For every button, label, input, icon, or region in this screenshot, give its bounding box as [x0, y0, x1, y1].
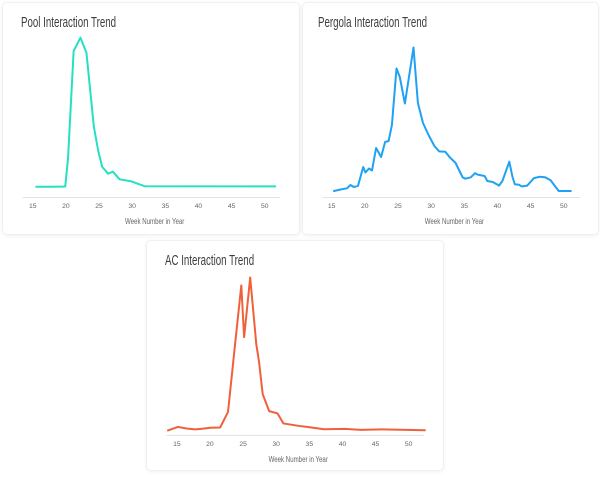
svg-text:45: 45	[372, 441, 380, 448]
svg-text:20: 20	[62, 203, 70, 210]
svg-text:50: 50	[405, 441, 413, 448]
svg-text:Week Number in Year: Week Number in Year	[424, 217, 483, 226]
svg-text:Week Number in Year: Week Number in Year	[125, 217, 184, 226]
svg-text:25: 25	[95, 203, 103, 210]
svg-text:15: 15	[29, 203, 37, 210]
svg-text:50: 50	[560, 203, 568, 210]
svg-text:30: 30	[128, 203, 136, 210]
svg-text:25: 25	[239, 441, 247, 448]
svg-text:40: 40	[339, 441, 347, 448]
svg-text:15: 15	[173, 441, 181, 448]
svg-text:40: 40	[493, 203, 501, 210]
svg-text:45: 45	[228, 203, 236, 210]
svg-text:Week Number in Year: Week Number in Year	[269, 455, 328, 464]
svg-text:20: 20	[206, 441, 214, 448]
svg-text:40: 40	[195, 203, 203, 210]
svg-text:20: 20	[361, 203, 369, 210]
svg-text:25: 25	[394, 203, 402, 210]
svg-text:15: 15	[327, 203, 335, 210]
svg-text:30: 30	[427, 203, 435, 210]
svg-text:35: 35	[306, 441, 314, 448]
svg-text:35: 35	[460, 203, 468, 210]
svg-text:35: 35	[162, 203, 170, 210]
svg-text:30: 30	[272, 441, 280, 448]
svg-text:45: 45	[526, 203, 534, 210]
svg-text:50: 50	[261, 203, 269, 210]
